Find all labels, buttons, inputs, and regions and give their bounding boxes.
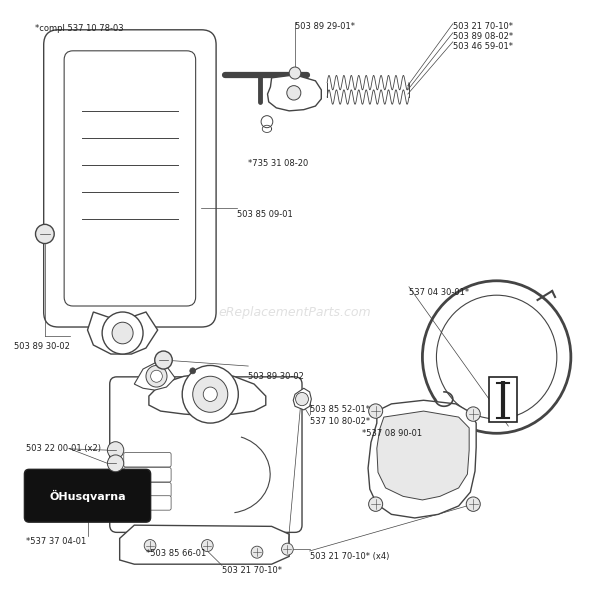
Circle shape bbox=[102, 312, 143, 354]
Text: 503 85 09-01: 503 85 09-01 bbox=[237, 210, 292, 219]
Circle shape bbox=[190, 368, 196, 374]
Circle shape bbox=[146, 365, 167, 387]
Bar bbox=[489, 377, 517, 422]
Circle shape bbox=[466, 407, 480, 421]
Circle shape bbox=[296, 393, 309, 405]
Text: 537 04 30-01*: 537 04 30-01* bbox=[409, 288, 469, 297]
Circle shape bbox=[182, 365, 238, 423]
Text: *537 37 04-01: *537 37 04-01 bbox=[26, 537, 86, 546]
Text: 503 85 52-01*: 503 85 52-01* bbox=[310, 405, 369, 414]
Polygon shape bbox=[377, 411, 469, 500]
Text: 503 89 30-02: 503 89 30-02 bbox=[248, 372, 304, 381]
Text: 537 10 80-02*: 537 10 80-02* bbox=[310, 417, 370, 426]
Circle shape bbox=[466, 497, 480, 511]
Circle shape bbox=[281, 543, 293, 555]
Polygon shape bbox=[149, 373, 266, 416]
Circle shape bbox=[202, 539, 213, 551]
Text: 503 21 70-10* (x4): 503 21 70-10* (x4) bbox=[310, 552, 389, 561]
Text: *735 31 08-20: *735 31 08-20 bbox=[248, 159, 309, 168]
Circle shape bbox=[251, 546, 263, 558]
Circle shape bbox=[289, 67, 301, 79]
Circle shape bbox=[369, 497, 383, 511]
Circle shape bbox=[107, 455, 124, 471]
Text: *503 85 66-01: *503 85 66-01 bbox=[146, 549, 206, 558]
Text: *537 08 90-01: *537 08 90-01 bbox=[362, 429, 422, 438]
Circle shape bbox=[112, 322, 133, 344]
Text: 503 46 59-01*: 503 46 59-01* bbox=[453, 42, 513, 51]
FancyBboxPatch shape bbox=[44, 30, 216, 327]
FancyBboxPatch shape bbox=[110, 377, 302, 532]
Polygon shape bbox=[120, 525, 289, 564]
FancyBboxPatch shape bbox=[124, 496, 171, 510]
Text: 503 22 00-01 (x2): 503 22 00-01 (x2) bbox=[26, 444, 101, 453]
Circle shape bbox=[150, 370, 162, 382]
Text: 503 21 70-10*: 503 21 70-10* bbox=[453, 22, 513, 31]
Circle shape bbox=[35, 224, 54, 244]
Text: *compl 537 10 78-03: *compl 537 10 78-03 bbox=[35, 24, 123, 33]
FancyBboxPatch shape bbox=[124, 453, 171, 467]
Circle shape bbox=[107, 442, 124, 459]
FancyBboxPatch shape bbox=[124, 467, 171, 482]
Circle shape bbox=[155, 351, 172, 369]
FancyBboxPatch shape bbox=[64, 51, 196, 306]
Text: 503 89 29-01*: 503 89 29-01* bbox=[295, 22, 355, 31]
Circle shape bbox=[144, 539, 156, 551]
Text: ÖHusqvarna: ÖHusqvarna bbox=[49, 490, 126, 502]
FancyBboxPatch shape bbox=[124, 482, 171, 497]
FancyBboxPatch shape bbox=[24, 469, 150, 522]
Polygon shape bbox=[267, 75, 322, 111]
Polygon shape bbox=[293, 388, 312, 410]
Polygon shape bbox=[368, 401, 476, 518]
Polygon shape bbox=[135, 363, 175, 390]
Circle shape bbox=[287, 85, 301, 100]
Circle shape bbox=[193, 376, 228, 412]
Polygon shape bbox=[87, 312, 158, 354]
Text: eReplacementParts.com: eReplacementParts.com bbox=[219, 305, 371, 319]
Text: 503 89 30-02: 503 89 30-02 bbox=[15, 342, 70, 351]
Circle shape bbox=[369, 404, 383, 418]
Circle shape bbox=[203, 387, 217, 401]
Text: 503 21 70-10*: 503 21 70-10* bbox=[222, 566, 282, 575]
Text: 503 89 08-02*: 503 89 08-02* bbox=[453, 32, 513, 41]
